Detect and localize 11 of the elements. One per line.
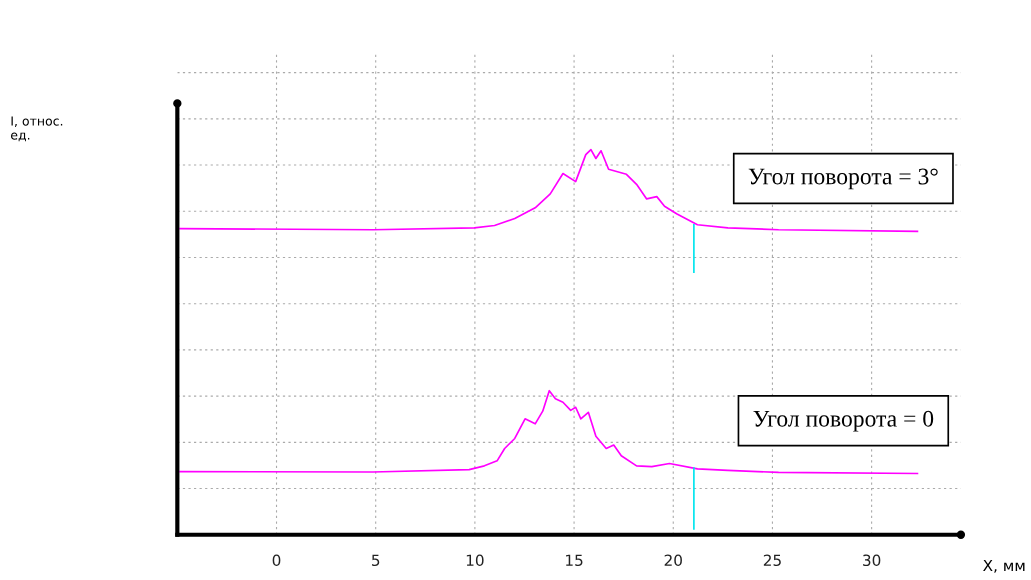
x-axis-title: X, мм xyxy=(983,559,1025,573)
x-tick-label: 10 xyxy=(466,554,484,567)
series-label: Угол поворота = 0 xyxy=(753,410,934,432)
x-tick-label: 25 xyxy=(763,554,781,567)
x-tick-label: 5 xyxy=(372,554,380,567)
x-tick-label: 20 xyxy=(664,554,682,567)
x-tick-label: 30 xyxy=(863,554,881,567)
x-tick-label: 15 xyxy=(566,554,583,567)
x-tick-label: 0 xyxy=(272,554,281,567)
series-label: Угол поворота = 3° xyxy=(748,168,938,190)
text: I, относ. ед. xyxy=(11,116,63,142)
